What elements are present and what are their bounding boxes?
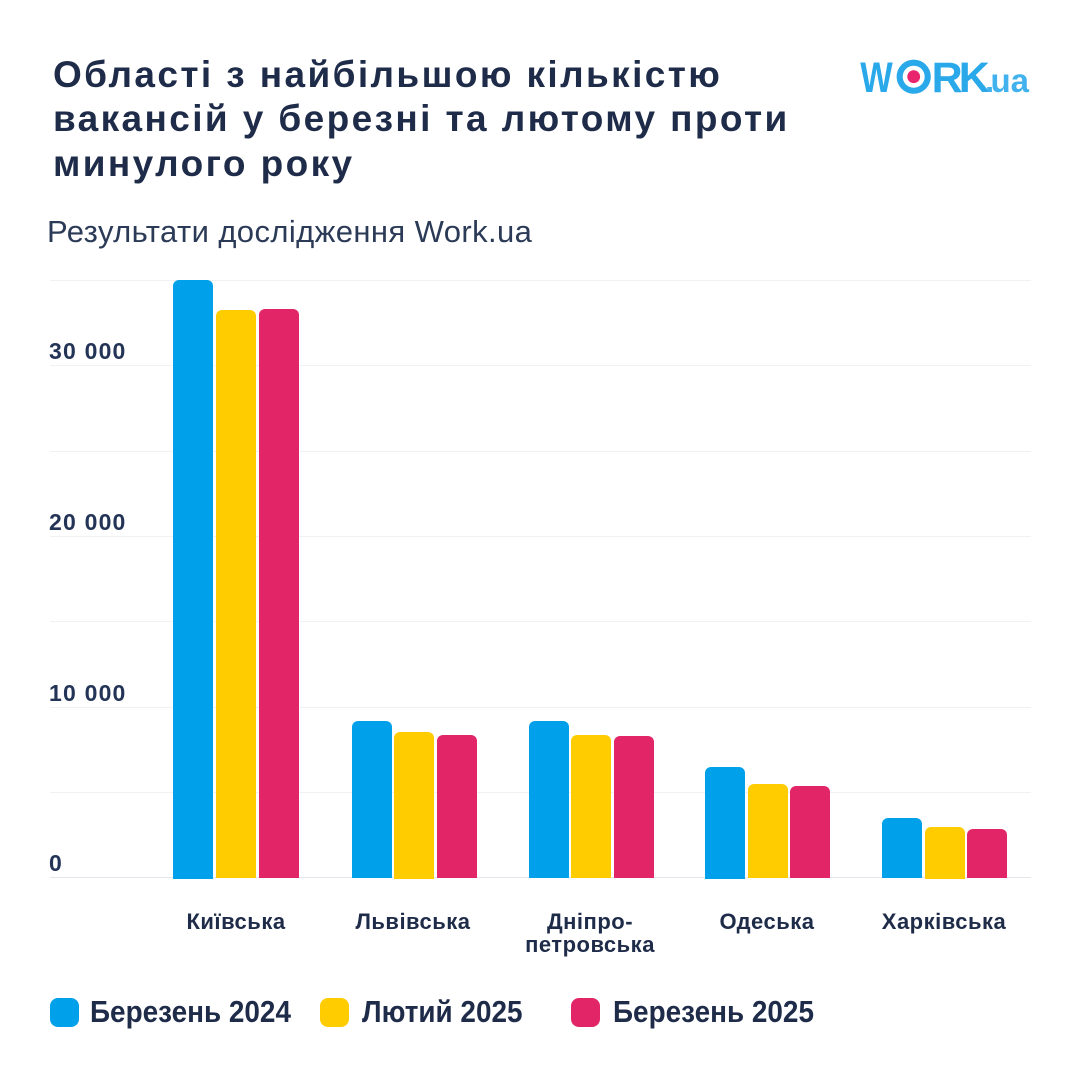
svg-text:.: . [985,62,994,99]
svg-text:ua: ua [991,62,1030,99]
svg-text:R: R [932,55,963,101]
svg-text:K: K [959,55,990,101]
svg-text:W: W [860,55,893,101]
